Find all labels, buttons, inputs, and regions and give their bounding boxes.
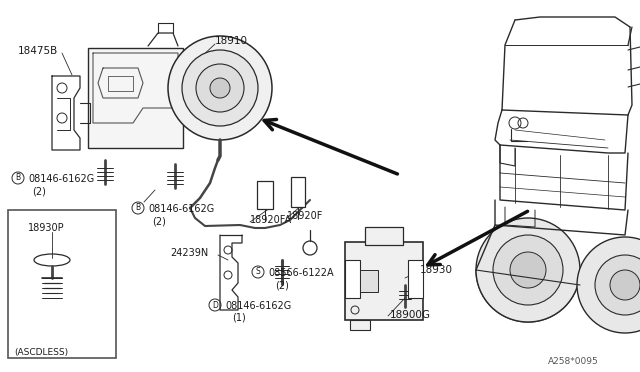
Text: 08146-6162G: 08146-6162G (225, 301, 291, 311)
Circle shape (610, 270, 640, 300)
Text: (2): (2) (32, 186, 46, 196)
Text: 18910: 18910 (215, 36, 248, 46)
FancyBboxPatch shape (88, 48, 183, 148)
Text: 18930P: 18930P (28, 223, 65, 233)
Text: 18475B: 18475B (18, 46, 58, 56)
Circle shape (196, 64, 244, 112)
Circle shape (182, 50, 258, 126)
Bar (350, 320, 370, 330)
Text: A258*0095: A258*0095 (548, 357, 599, 366)
Text: D: D (212, 301, 218, 310)
Bar (360, 270, 378, 292)
Text: 18920F: 18920F (287, 211, 323, 221)
Bar (291, 177, 305, 207)
Text: (2): (2) (275, 280, 289, 290)
Bar (257, 181, 273, 209)
Text: 18930: 18930 (420, 265, 453, 275)
Circle shape (210, 78, 230, 98)
Text: 08566-6122A: 08566-6122A (268, 268, 333, 278)
Circle shape (510, 252, 546, 288)
Text: 24239N: 24239N (170, 248, 208, 258)
Circle shape (493, 235, 563, 305)
Text: 18920FA: 18920FA (250, 215, 292, 225)
Circle shape (595, 255, 640, 315)
Text: S: S (255, 267, 260, 276)
Circle shape (476, 218, 580, 322)
Circle shape (168, 36, 272, 140)
Text: (1): (1) (232, 313, 246, 323)
Text: (ASCDLESS): (ASCDLESS) (14, 348, 68, 357)
Ellipse shape (34, 254, 70, 266)
Text: (2): (2) (152, 216, 166, 226)
Bar (345, 242, 423, 320)
Bar (408, 260, 423, 298)
Text: B: B (136, 203, 141, 212)
Bar (365, 227, 403, 245)
Bar (8, 210, 116, 358)
Text: 08146-6162G: 08146-6162G (28, 174, 94, 184)
Text: 18900G: 18900G (390, 310, 431, 320)
Bar (345, 260, 360, 298)
Text: 08146-6162G: 08146-6162G (148, 204, 214, 214)
Text: B: B (15, 173, 20, 183)
Circle shape (577, 237, 640, 333)
